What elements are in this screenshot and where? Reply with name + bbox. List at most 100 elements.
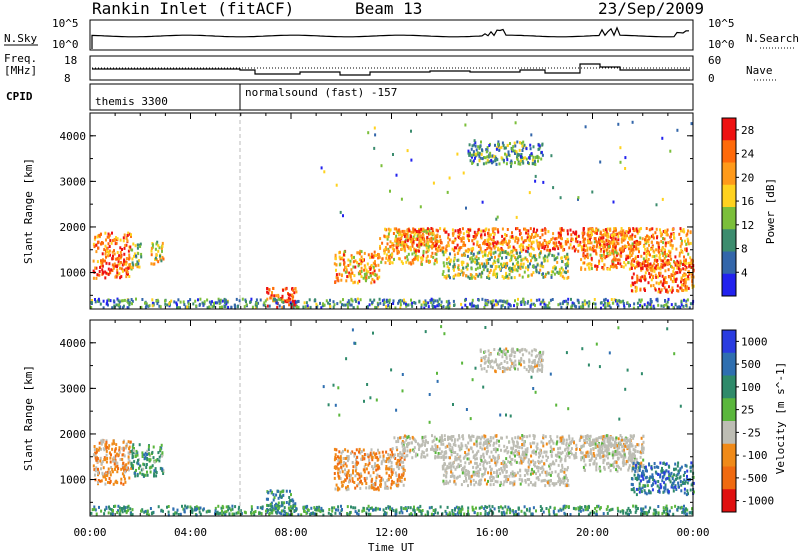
- velocity-scatter-cell: [357, 482, 360, 486]
- power-scatter-cell: [459, 237, 462, 240]
- velocity-scatter-cell: [358, 476, 361, 480]
- power-scatter-cell: [448, 304, 451, 308]
- power-scatter-cell: [342, 253, 345, 257]
- power-scatter-cell: [349, 275, 352, 279]
- velocity-scatter-cell: [119, 458, 122, 461]
- power-scatter-cell: [581, 246, 584, 249]
- velocity-scatter-cell: [110, 466, 113, 469]
- velocity-scatter-cell: [475, 480, 477, 484]
- power-colorbar-tick: 28: [741, 124, 754, 137]
- velocity-scatter-cell: [466, 472, 469, 476]
- power-scatter-cell: [467, 275, 470, 279]
- power-scatter-cell: [557, 303, 560, 307]
- power-scatter-cell: [329, 305, 332, 308]
- power-scatter-cell: [675, 247, 678, 251]
- power-scatter-cell: [426, 227, 429, 231]
- power-scatter-cell: [397, 301, 400, 305]
- power-scatter-cell: [386, 242, 389, 246]
- power-scatter-cell: [270, 294, 273, 298]
- power-scatter-cell: [553, 254, 556, 258]
- power-scatter-cell: [601, 257, 604, 261]
- velocity-scatter-cell: [363, 457, 366, 461]
- power-scatter-cell: [674, 272, 677, 276]
- velocity-scatter-cell: [392, 468, 395, 472]
- power-scatter-cell: [472, 246, 474, 250]
- power-scatter-cell: [619, 160, 622, 164]
- power-scatter-cell: [670, 234, 672, 238]
- power-scatter-cell: [649, 275, 651, 279]
- velocity-scatter-cell: [424, 435, 427, 439]
- power-scatter-cell: [403, 301, 405, 305]
- power-scatter-cell: [289, 301, 292, 305]
- velocity-scatter-cell: [294, 502, 297, 506]
- power-scatter-cell: [663, 237, 666, 241]
- velocity-scatter-cell: [488, 439, 491, 443]
- power-scatter-cell: [498, 248, 501, 252]
- velocity-scatter-cell: [545, 473, 548, 477]
- power-scatter-cell: [124, 244, 127, 247]
- power-scatter-cell: [335, 263, 338, 267]
- power-scatter-cell: [682, 267, 685, 271]
- power-scatter-cell: [630, 244, 633, 248]
- power-scatter-cell: [111, 250, 114, 254]
- power-scatter-cell: [432, 255, 435, 259]
- power-scatter-cell: [567, 240, 570, 244]
- power-scatter-cell: [118, 254, 121, 258]
- power-scatter-cell: [155, 299, 158, 303]
- power-scatter-cell: [401, 229, 404, 233]
- velocity-scatter-cell: [559, 436, 562, 440]
- power-scatter-cell: [470, 251, 473, 255]
- power-scatter-cell: [594, 306, 597, 310]
- power-scatter-cell: [402, 232, 405, 236]
- power-scatter-cell: [418, 239, 421, 243]
- power-scatter-cell: [513, 149, 516, 153]
- power-scatter-cell: [541, 246, 544, 249]
- power-scatter-cell: [579, 240, 582, 244]
- power-scatter-cell: [488, 155, 490, 159]
- velocity-scatter-cell: [496, 472, 499, 476]
- power-scatter-cell: [628, 227, 631, 230]
- velocity-scatter-cell: [401, 444, 404, 448]
- power-scatter-cell: [349, 259, 352, 263]
- velocity-scatter-cell: [526, 447, 529, 451]
- power-scatter-cell: [339, 250, 341, 254]
- power-scatter-cell: [679, 259, 682, 263]
- velocity-scatter-cell: [452, 465, 455, 469]
- power-scatter-cell: [139, 242, 142, 246]
- power-y-tick-label: 3000: [60, 175, 87, 188]
- velocity-scatter-cell: [400, 479, 403, 483]
- power-scatter-cell: [460, 302, 463, 306]
- velocity-scatter-cell: [347, 457, 350, 461]
- power-scatter-cell: [359, 262, 362, 266]
- power-scatter-cell: [578, 305, 581, 309]
- power-scatter-cell: [157, 260, 160, 264]
- power-scatter-cell: [652, 284, 655, 287]
- velocity-scatter-cell: [454, 451, 457, 454]
- velocity-scatter-cell: [153, 472, 156, 476]
- velocity-scatter-cell: [373, 487, 376, 491]
- velocity-scatter-cell: [111, 468, 114, 471]
- power-scatter-cell: [601, 266, 604, 269]
- power-scatter-cell: [292, 288, 295, 292]
- velocity-scatter-cell: [120, 477, 123, 481]
- power-scatter-cell: [616, 232, 619, 236]
- velocity-scatter-cell: [565, 438, 568, 442]
- velocity-scatter-cell: [131, 452, 134, 456]
- power-scatter-cell: [577, 301, 580, 305]
- power-scatter-cell: [488, 160, 491, 164]
- power-scatter-cell: [566, 269, 569, 273]
- velocity-scatter-cell: [105, 472, 108, 476]
- power-scatter-cell: [363, 272, 366, 276]
- velocity-scatter-cell: [375, 479, 377, 483]
- power-scatter-cell: [476, 258, 478, 262]
- velocity-scatter-cell: [500, 466, 503, 470]
- power-scatter-cell: [117, 260, 120, 264]
- power-scatter-cell: [435, 257, 438, 261]
- power-scatter-cell: [542, 265, 545, 269]
- power-scatter-cell: [566, 237, 569, 241]
- power-scatter-cell: [543, 302, 546, 306]
- power-scatter-cell: [492, 160, 495, 164]
- power-scatter-cell: [453, 257, 456, 261]
- nave-tick-low: 0: [708, 72, 715, 85]
- power-scatter-cell: [684, 273, 687, 277]
